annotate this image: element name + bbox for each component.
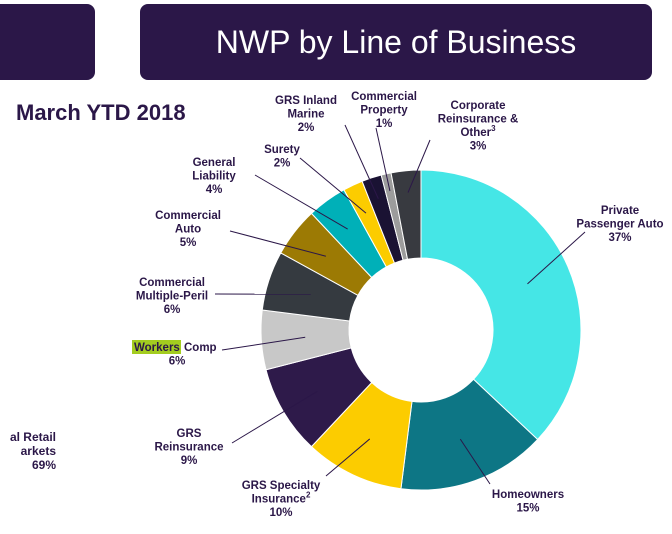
- label-private-passenger-auto-line-1: Passenger Auto: [576, 219, 663, 231]
- label-grs-reinsurance-line-0: GRS: [177, 428, 202, 440]
- label-commercial-multiple-peril-value: 6%: [164, 304, 181, 316]
- label-commercial-property-line-1: Property: [360, 105, 408, 117]
- label-commercial-multiple-peril-line-0: Commercial: [139, 277, 205, 289]
- label-commercial-multiple-peril-line-1: Multiple-Peril: [136, 291, 208, 303]
- leader-line-private-passenger-auto: [527, 231, 586, 285]
- label-surety-line-0: Surety: [264, 144, 300, 156]
- title-banner: NWP by Line of Business: [140, 4, 652, 80]
- label-general-liability-line-0: General: [193, 157, 236, 169]
- side-label-line-2: arkets: [20, 444, 56, 458]
- label-grs-specialty-insurance-line-0: GRS Specialty: [242, 480, 321, 492]
- slice-private-passenger-auto: [420, 169, 582, 441]
- leader-line-commercial-auto: [229, 230, 326, 257]
- chart-subtitle: March YTD 2018: [16, 100, 186, 125]
- label-grs-inland-marine-value: 2%: [298, 122, 315, 134]
- label-grs-specialty-insurance-value: 10%: [269, 507, 292, 519]
- label-commercial-property-value: 1%: [376, 118, 393, 130]
- leader-line-corporate-reinsurance-and-other: [407, 139, 431, 193]
- label-general-liability-line-1: Liability: [192, 171, 236, 183]
- leader-line-grs-reinsurance: [231, 390, 318, 444]
- superscript-grs-specialty-insurance: 2: [306, 491, 311, 500]
- label-private-passenger-auto-value: 37%: [608, 232, 631, 244]
- label-workers-comp-value: 6%: [169, 356, 186, 368]
- leader-line-workers-comp: [221, 336, 306, 351]
- side-label-line-3: 69%: [31, 458, 56, 472]
- leader-line-surety: [299, 157, 367, 214]
- superscript-corporate-reinsurance-and-other: 3: [491, 124, 496, 133]
- highlight-mark: [132, 340, 181, 354]
- label-grs-inland-marine-line-1: Marine: [287, 109, 324, 121]
- label-surety-value: 2%: [274, 158, 291, 170]
- label-commercial-auto-line-1: Auto: [175, 224, 201, 236]
- left-banner: [0, 4, 95, 80]
- leader-line-commercial-property: [375, 127, 391, 192]
- label-grs-specialty-insurance-line-1: Insurance2: [252, 491, 311, 506]
- label-grs-reinsurance-line-1: Reinsurance: [154, 442, 223, 454]
- slice-homeowners: [400, 378, 539, 491]
- slice-corporate-reinsurance-and-other: [390, 169, 422, 260]
- chart-title: NWP by Line of Business: [215, 23, 577, 60]
- leader-line-grs-specialty-insurance: [325, 438, 371, 477]
- leader-line-homeowners: [459, 438, 491, 485]
- label-commercial-auto-line-0: Commercial: [155, 210, 221, 222]
- side-label: al Retail arkets 69%: [0, 430, 56, 472]
- label-grs-inland-marine-line-0: GRS Inland: [275, 95, 337, 107]
- label-grs-reinsurance-value: 9%: [181, 455, 198, 467]
- leader-line-grs-inland-marine: [344, 124, 379, 199]
- label-private-passenger-auto-line-0: Private: [601, 205, 639, 217]
- label-commercial-property-line-0: Commercial: [351, 91, 417, 103]
- label-commercial-auto-value: 5%: [180, 237, 197, 249]
- label-corporate-reinsurance-and-other-line-2: Other3: [460, 124, 496, 139]
- label-homeowners-value: 15%: [516, 503, 539, 515]
- leader-line-general-liability: [254, 174, 348, 230]
- label-corporate-reinsurance-and-other-value: 3%: [470, 141, 487, 153]
- label-workers-comp-line-1: Comp: [184, 342, 217, 354]
- side-label-line-1: al Retail: [9, 430, 56, 444]
- label-corporate-reinsurance-and-other-line-1: Reinsurance &: [438, 114, 519, 126]
- label-workers-comp-line-0: Workers: [134, 342, 180, 354]
- label-corporate-reinsurance-and-other-line-0: Corporate: [451, 100, 506, 112]
- label-general-liability-value: 4%: [206, 184, 223, 196]
- label-homeowners-line-0: Homeowners: [492, 489, 564, 501]
